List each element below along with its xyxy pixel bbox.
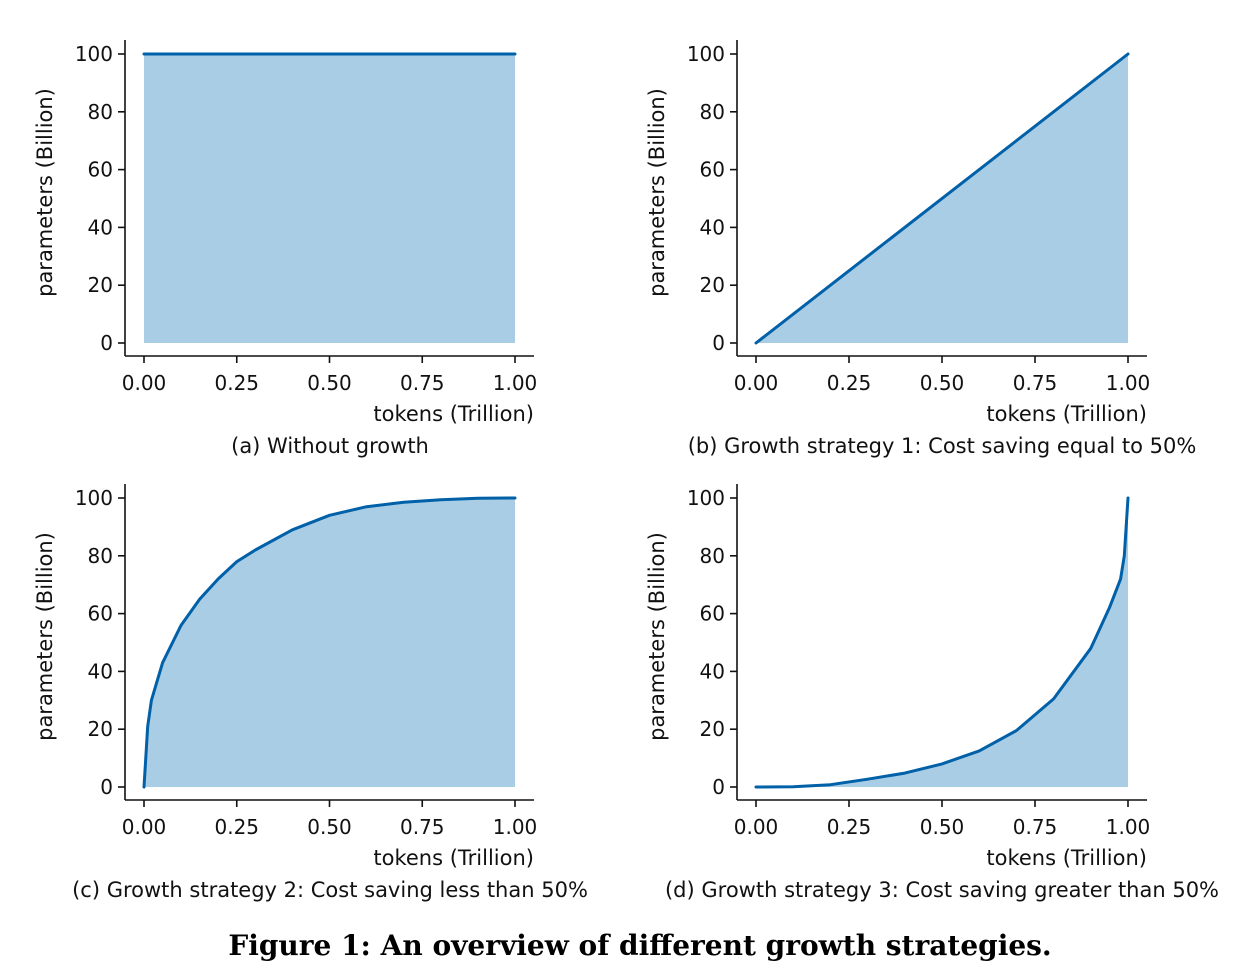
x-axis-label: tokens (Trillion) [373,402,534,426]
y-tick-label: 100 [75,42,113,66]
x-axis-label: tokens (Trillion) [986,846,1147,870]
x-tick-label: 0.50 [307,371,352,395]
y-tick-label: 100 [687,42,725,66]
y-axis-label: parameters (Billion) [33,532,57,741]
chart-panel-3: 0 20 40 60 80 100 0.00 0.25 0.50 0.75 1.00 tokens (… [645,484,1219,902]
x-tick-label: 0.25 [214,371,259,395]
y-tick-label: 40 [88,659,113,683]
y-tick-label: 80 [700,544,725,568]
y-axis-label: parameters (Billion) [645,532,669,741]
y-tick-label: 60 [88,602,113,626]
x-tick-label: 0.00 [122,815,167,839]
x-axis-label: tokens (Trillion) [373,846,534,870]
x-tick-label: 0.25 [214,815,259,839]
x-tick-label: 1.00 [493,815,538,839]
area-fill [756,498,1128,787]
x-tick-label: 1.00 [1106,815,1151,839]
chart-panel-1: 0 20 40 60 80 100 0.00 0.25 0.50 0.75 1.00 tokens (… [645,40,1196,458]
y-tick-label: 0 [712,331,725,355]
y-tick-label: 80 [700,100,725,124]
x-tick-label: 0.75 [400,371,445,395]
y-axis-label: parameters (Billion) [33,88,57,297]
subplot-caption: (c) Growth strategy 2: Cost saving less … [72,878,588,902]
x-tick-label: 0.75 [1013,815,1058,839]
x-tick-label: 0.00 [122,371,167,395]
y-tick-label: 40 [700,215,725,239]
y-tick-label: 20 [88,273,113,297]
x-tick-label: 0.50 [920,815,965,839]
y-tick-label: 20 [700,717,725,741]
y-tick-label: 0 [712,775,725,799]
chart-panel-0: 0 20 40 60 80 100 0.00 0.25 0.50 0.75 1.00 tokens (… [33,40,537,458]
x-tick-label: 0.25 [827,815,872,839]
y-tick-label: 100 [687,486,725,510]
series-line [754,496,1130,789]
figure-caption: Figure 1: An overview of different growt… [228,929,1051,962]
subplot-caption: (d) Growth strategy 3: Cost saving great… [665,878,1219,902]
x-tick-label: 0.75 [1013,371,1058,395]
y-tick-label: 80 [88,100,113,124]
series-line [754,52,1130,345]
y-tick-label: 60 [700,602,725,626]
x-tick-label: 0.50 [307,815,352,839]
x-tick-label: 0.25 [827,371,872,395]
y-tick-label: 20 [700,273,725,297]
y-tick-label: 0 [100,331,113,355]
x-tick-label: 0.75 [400,815,445,839]
y-tick-label: 80 [88,544,113,568]
x-tick-label: 0.00 [734,815,779,839]
y-tick-label: 60 [88,158,113,182]
y-tick-label: 20 [88,717,113,741]
subplot-caption: (a) Without growth [231,434,429,458]
x-tick-label: 1.00 [493,371,538,395]
series-line [142,496,517,789]
y-tick-label: 40 [88,215,113,239]
area-fill [144,498,515,787]
y-tick-label: 100 [75,486,113,510]
chart-panel-2: 0 20 40 60 80 100 0.00 0.25 0.50 0.75 1.00 tokens (… [33,484,588,902]
x-axis-label: tokens (Trillion) [986,402,1147,426]
area-fill [144,54,515,343]
y-axis-label: parameters (Billion) [645,88,669,297]
x-tick-label: 0.50 [920,371,965,395]
y-tick-label: 0 [100,775,113,799]
x-tick-label: 0.00 [734,371,779,395]
y-tick-label: 40 [700,659,725,683]
x-tick-label: 1.00 [1106,371,1151,395]
y-tick-label: 60 [700,158,725,182]
subplot-caption: (b) Growth strategy 1: Cost saving equal… [688,434,1197,458]
